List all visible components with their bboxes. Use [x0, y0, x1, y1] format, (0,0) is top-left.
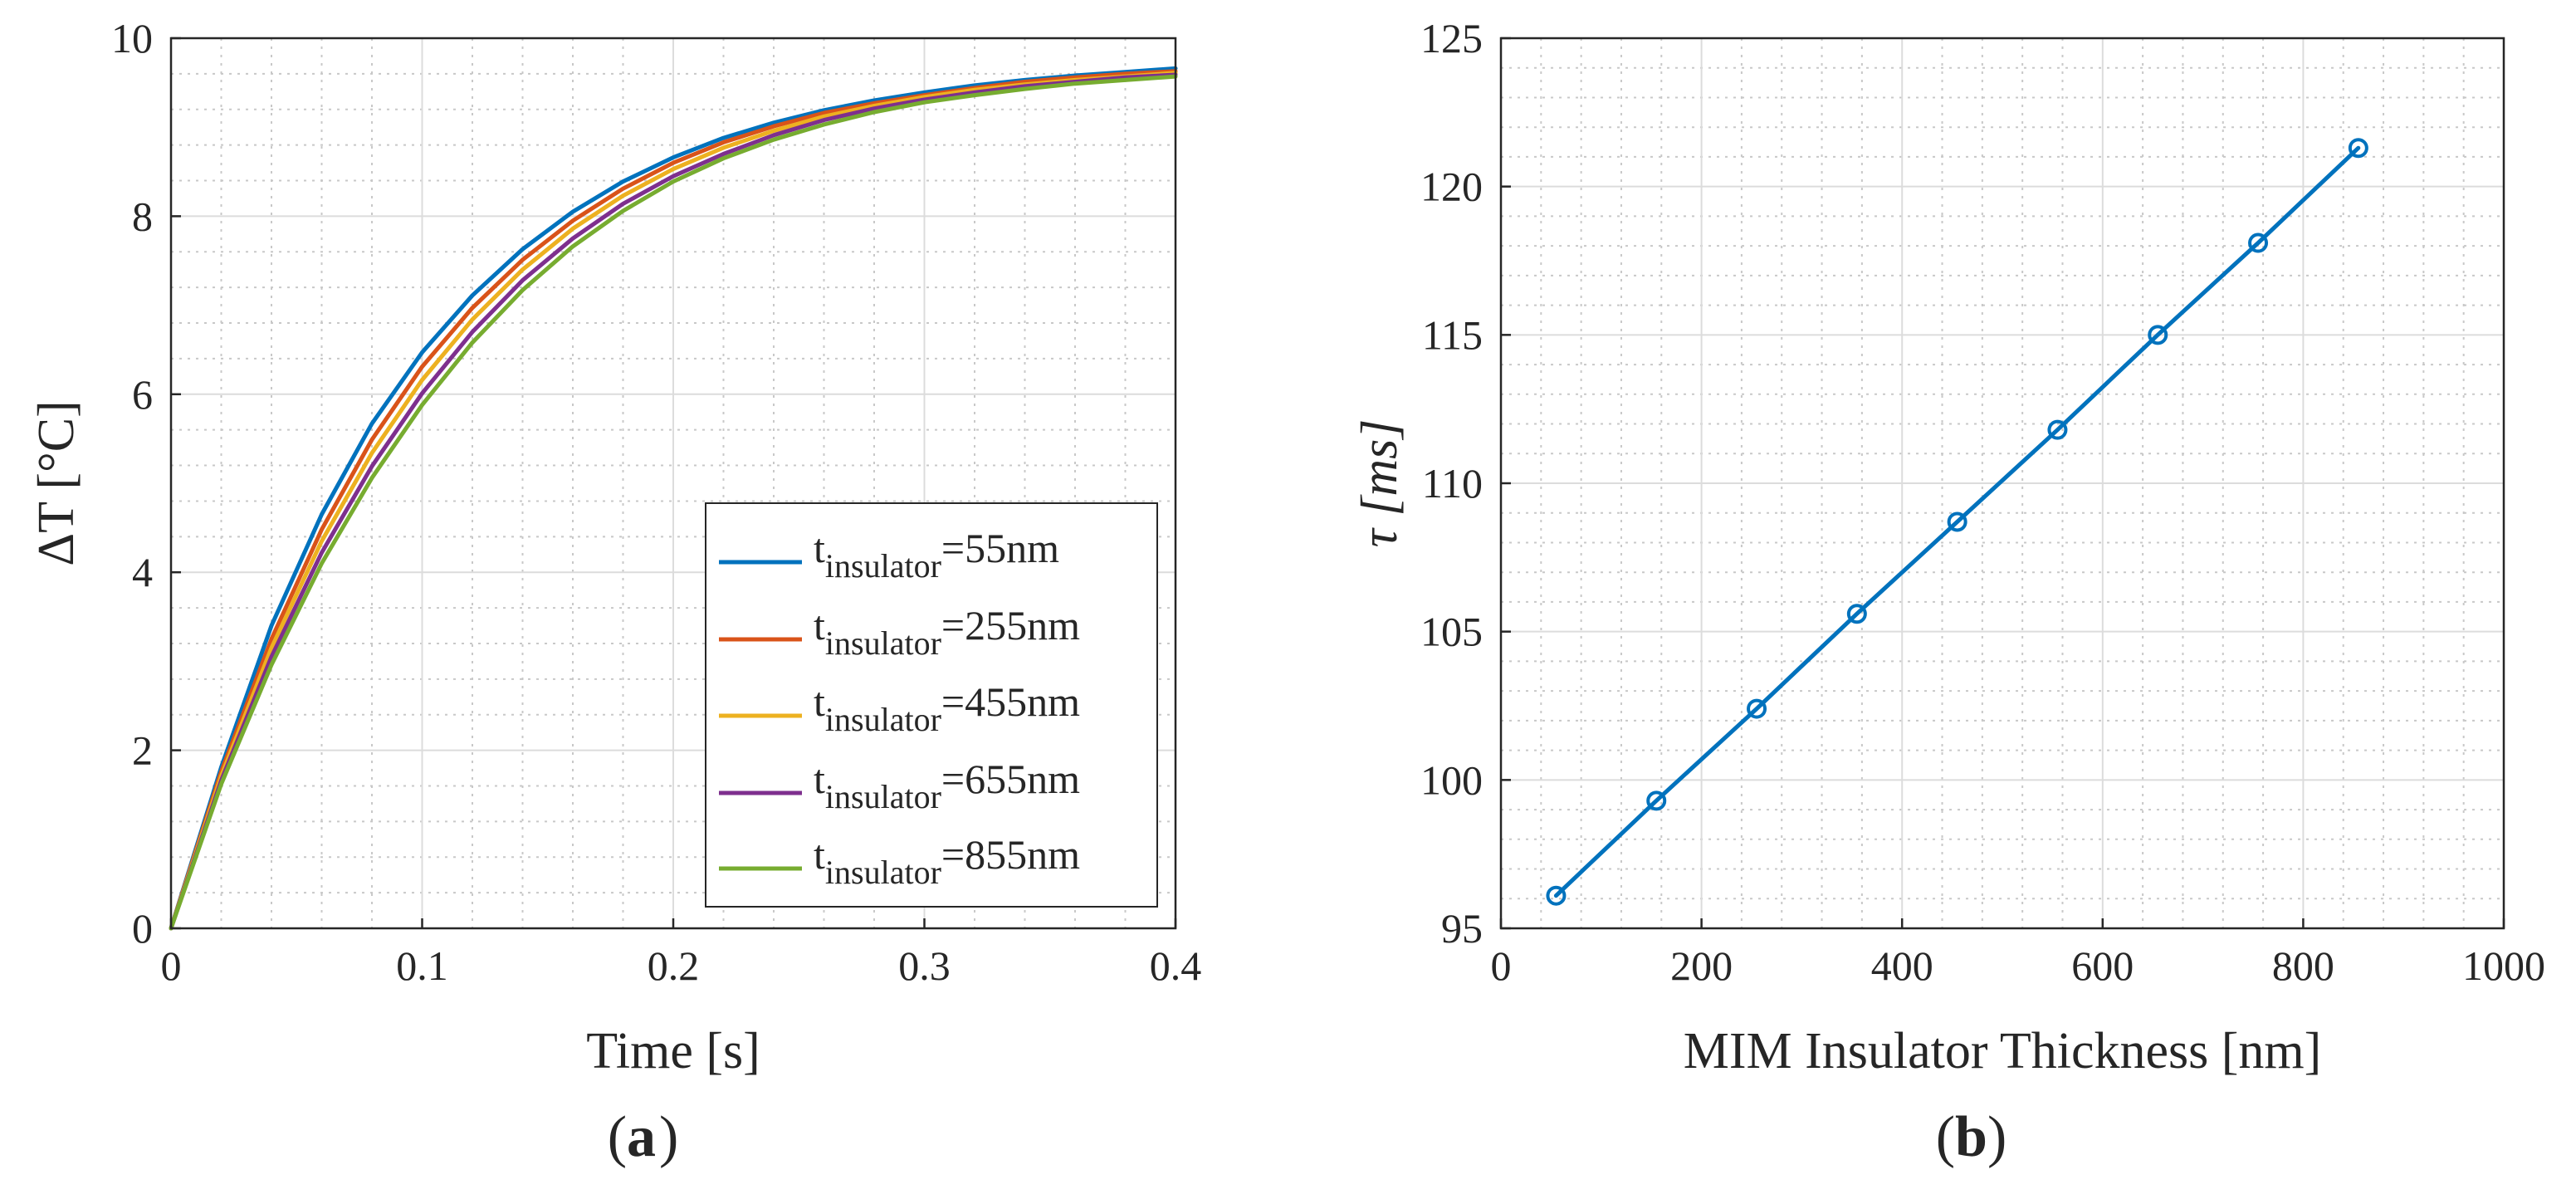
panel-b-markers	[1546, 138, 2368, 906]
panel-b-series-line	[1553, 145, 2361, 898]
y-tick-label-110: 110	[1422, 460, 1483, 507]
panel-b-caption-close-paren: )	[1987, 1105, 2007, 1169]
panel-a-caption-open-paren: (	[608, 1105, 627, 1169]
legend-entry-455nm: tinsulator=455nm	[719, 678, 1080, 738]
legend-label-sub-55nm: insulator	[825, 547, 941, 585]
svg-text:tinsulator=855nm: tinsulator=855nm	[814, 831, 1080, 891]
panel-a-chart: 0 0.1 0.2 0.3 0.4 0 2 4 6 8 10 Time [s] ΔT [°C] (…	[28, 15, 1201, 1169]
y-tick-label-115: 115	[1422, 311, 1483, 358]
panel-b-minor-grid	[1501, 38, 2504, 928]
panel-b-caption-letter: b	[1955, 1105, 1987, 1169]
panel-a-caption-close-paren: )	[659, 1105, 678, 1169]
x-tick-label-200: 200	[1670, 942, 1733, 989]
legend-label-tail-655nm: =655nm	[941, 756, 1080, 802]
panel-a-legend-box	[705, 502, 1158, 908]
y-tick-label-10: 10	[111, 15, 153, 61]
legend-entry-255nm: tinsulator=255nm	[719, 602, 1080, 662]
x-tick-label-600: 600	[2071, 942, 2134, 989]
series-line-t-insulator-455nm	[169, 71, 1178, 931]
legend-label-tail-455nm: =455nm	[941, 678, 1080, 725]
series-line-t-insulator-255nm	[169, 69, 1178, 931]
legend-label-sub-655nm: insulator	[825, 778, 941, 815]
x-tick-label-1000: 1000	[2462, 942, 2545, 989]
legend-entry-55nm: tinsulator=55nm	[719, 525, 1059, 585]
x-tick-label-800: 800	[2272, 942, 2334, 989]
svg-text:tinsulator=255nm: tinsulator=255nm	[814, 602, 1080, 662]
panel-a-y-ticks: 0 2 4 6 8 10	[111, 15, 181, 952]
y-tick-label-2: 2	[132, 727, 153, 774]
data-point-marker	[1747, 698, 1767, 719]
legend-entry-655nm: tinsulator=655nm	[719, 756, 1080, 815]
panel-a-x-axis-label: Time [s]	[586, 1023, 760, 1079]
panel-a-caption-letter: a	[627, 1105, 656, 1169]
legend-label-main-55nm: t	[814, 525, 825, 571]
legend-entry-855nm: tinsulator=855nm	[719, 831, 1080, 891]
data-point-marker	[2047, 419, 2068, 440]
data-point-marker	[1646, 790, 1667, 811]
panel-b-y-ticks: 95 100 105 110 115 120 125	[1420, 15, 1511, 952]
x-tick-label-0-4: 0.4	[1150, 942, 1202, 989]
legend-label-tail-55nm: =55nm	[941, 525, 1059, 571]
data-point-marker	[1546, 885, 1567, 906]
panel-b-x-axis-label: MIM Insulator Thickness [nm]	[1684, 1023, 2322, 1079]
legend-label-sub-855nm: insulator	[825, 854, 941, 891]
legend-label-main-455nm: t	[814, 678, 825, 725]
y-tick-label-125: 125	[1420, 15, 1483, 61]
y-tick-label-120: 120	[1420, 164, 1483, 210]
x-tick-label-400: 400	[1871, 942, 1933, 989]
series-line-t-insulator-855nm	[169, 74, 1178, 931]
legend-label-tail-255nm: =255nm	[941, 602, 1080, 648]
panel-b-x-ticks: 0 200 400 600 800 1000	[1491, 918, 2545, 989]
y-tick-label-8: 8	[132, 193, 153, 239]
series-line-tau	[1553, 145, 2361, 898]
panel-b-chart: 0 200 400 600 800 1000 95 100 105 110 115 120 125 M…	[1352, 15, 2545, 1169]
svg-text:tinsulator=55nm: tinsulator=55nm	[814, 525, 1059, 585]
panel-a-y-axis-label: ΔT [°C]	[28, 400, 85, 566]
series-line-t-insulator-655nm	[169, 72, 1178, 931]
legend-label-main-255nm: t	[814, 602, 825, 648]
panel-a-legend: tinsulator=55nm tinsulator=255nm tinsula…	[705, 502, 1158, 908]
svg-text:tinsulator=455nm: tinsulator=455nm	[814, 678, 1080, 738]
data-point-marker	[1846, 604, 1867, 624]
x-tick-label-0-2: 0.2	[648, 942, 700, 989]
panel-a-x-ticks: 0 0.1 0.2 0.3 0.4	[161, 918, 1202, 989]
panel-b-caption-open-paren: (	[1936, 1105, 1955, 1169]
legend-label-tail-855nm: =855nm	[941, 831, 1080, 878]
panel-b-y-axis-label: τ [ms]	[1352, 419, 1408, 548]
x-tick-label-0-1: 0.1	[396, 942, 448, 989]
y-tick-label-4: 4	[132, 549, 153, 595]
y-tick-label-6: 6	[132, 371, 153, 418]
y-tick-label-105: 105	[1420, 609, 1483, 655]
y-tick-label-95: 95	[1441, 905, 1483, 952]
data-point-marker	[2248, 232, 2269, 253]
data-point-marker	[2148, 325, 2168, 345]
x-tick-label-0: 0	[161, 942, 182, 989]
legend-label-sub-255nm: insulator	[825, 624, 941, 662]
y-tick-label-100: 100	[1420, 756, 1483, 803]
svg-text:tinsulator=655nm: tinsulator=655nm	[814, 756, 1080, 815]
data-point-marker	[2348, 138, 2368, 159]
legend-label-main-655nm: t	[814, 756, 825, 802]
legend-label-main-855nm: t	[814, 831, 825, 878]
x-tick-label-0: 0	[1491, 942, 1512, 989]
x-tick-label-0-3: 0.3	[898, 942, 951, 989]
legend-label-sub-455nm: insulator	[825, 701, 941, 738]
data-point-marker	[1947, 511, 1967, 532]
y-tick-label-0: 0	[132, 905, 153, 952]
panel-a-series-lines	[169, 66, 1178, 931]
